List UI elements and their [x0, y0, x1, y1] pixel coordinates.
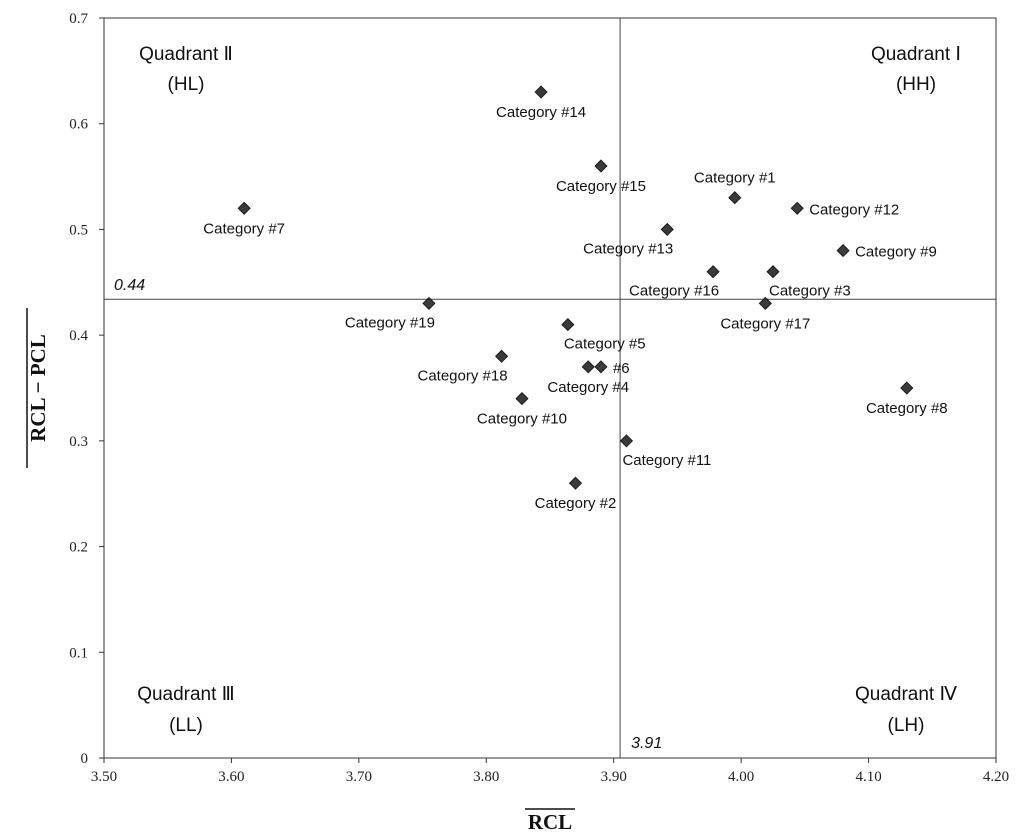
x-tick-label: 4.10 — [855, 769, 881, 785]
data-point-marker — [581, 360, 595, 374]
data-point-marker — [515, 392, 529, 406]
quadrant-title-top-left: Quadrant Ⅱ — [139, 44, 233, 65]
data-point-marker — [237, 201, 251, 215]
quadrant-code-top-right: (HH) — [896, 74, 936, 95]
data-point-marker — [594, 159, 608, 173]
data-point-label: #6 — [613, 360, 630, 377]
data-point-marker — [422, 296, 436, 310]
threshold-x-label: 3.91 — [631, 735, 662, 752]
data-point-marker — [758, 296, 772, 310]
data-point-label: Category #12 — [809, 201, 899, 218]
data-point-label: Category #11 — [622, 452, 711, 469]
data-point-label: Category #13 — [583, 240, 673, 257]
y-tick-label: 0.4 — [69, 328, 88, 344]
y-tick-label: 0.5 — [69, 222, 88, 238]
y-tick-label: 0.1 — [69, 645, 88, 661]
y-tick-label: 0.7 — [69, 11, 88, 27]
x-tick-label: 4.00 — [728, 769, 754, 785]
data-point-label: Category #3 — [769, 283, 851, 300]
data-point-label: Category #1 — [694, 170, 776, 187]
data-point-label: Category #4 — [547, 379, 629, 396]
data-point-marker — [660, 222, 674, 236]
data-points: Category #1 Category #2 Category #3 Categor… — [203, 85, 948, 512]
quadrant-title-bottom-right: Quadrant Ⅳ — [855, 684, 957, 705]
data-point-label: Category #19 — [345, 314, 435, 331]
data-point-label: Category #5 — [564, 336, 646, 353]
data-point-label: Category #7 — [203, 220, 285, 237]
data-point-marker — [561, 318, 575, 332]
quadrant-code-bottom-right: (LH) — [888, 715, 925, 736]
data-point-marker — [534, 85, 548, 99]
y-tick-label: 0.3 — [69, 434, 88, 450]
data-point-label: Category #10 — [477, 411, 567, 428]
x-tick-label: 3.60 — [218, 769, 244, 785]
data-point-label: Category #18 — [418, 367, 508, 384]
quadrant-code-bottom-left: (LL) — [169, 715, 203, 736]
data-point-marker — [836, 244, 850, 258]
data-point-marker — [568, 476, 583, 490]
threshold-y-label: 0.44 — [114, 277, 145, 294]
data-point-marker — [766, 265, 780, 279]
quadrant-code-top-left: (HL) — [168, 74, 205, 95]
data-point-label: Category #16 — [629, 283, 719, 300]
y-axis-ticks: 0 0.1 0.2 0.3 0.4 0.5 0.6 0.7 — [69, 11, 104, 767]
y-tick-label: 0.6 — [69, 117, 88, 133]
data-point-label: Category #15 — [556, 178, 646, 195]
y-tick-label: 0 — [81, 751, 89, 767]
data-point-marker — [790, 201, 804, 215]
x-axis-title: RCL — [528, 810, 572, 834]
quadrant-title-top-right: Quadrant Ⅰ — [871, 44, 961, 65]
data-point-label: Category #14 — [496, 104, 586, 121]
data-point-marker — [728, 191, 742, 205]
data-point-marker — [594, 360, 608, 374]
quadrant-title-bottom-left: Quadrant Ⅲ — [137, 684, 235, 705]
x-axis-ticks: 3.50 3.60 3.70 3.80 3.90 4.00 4.10 4.20 — [91, 758, 1009, 785]
y-axis-title: RCL − PCL — [26, 334, 50, 442]
data-point-marker — [706, 265, 720, 279]
x-tick-label: 3.80 — [473, 769, 499, 785]
quadrant-labels: Quadrant Ⅰ (HH) Quadrant Ⅱ (HL) Quadrant Ⅲ (L… — [137, 44, 961, 736]
data-point-marker — [619, 434, 634, 448]
data-point-label: Category #8 — [866, 400, 948, 417]
data-point-label: Category #2 — [535, 495, 617, 512]
x-tick-label: 4.20 — [983, 769, 1009, 785]
data-point-marker — [900, 381, 914, 395]
x-tick-label: 3.50 — [91, 769, 117, 785]
data-point-label: Category #17 — [720, 315, 810, 332]
y-tick-label: 0.2 — [69, 540, 88, 556]
x-tick-label: 3.90 — [601, 769, 627, 785]
x-tick-label: 3.70 — [346, 769, 372, 785]
data-point-label: Category #9 — [855, 244, 937, 261]
plot-area-frame — [103, 17, 997, 759]
threshold-lines: 3.91 0.44 — [104, 18, 996, 758]
data-point-marker — [495, 349, 509, 363]
axis-titles: RCL RCL − PCL — [26, 308, 575, 834]
